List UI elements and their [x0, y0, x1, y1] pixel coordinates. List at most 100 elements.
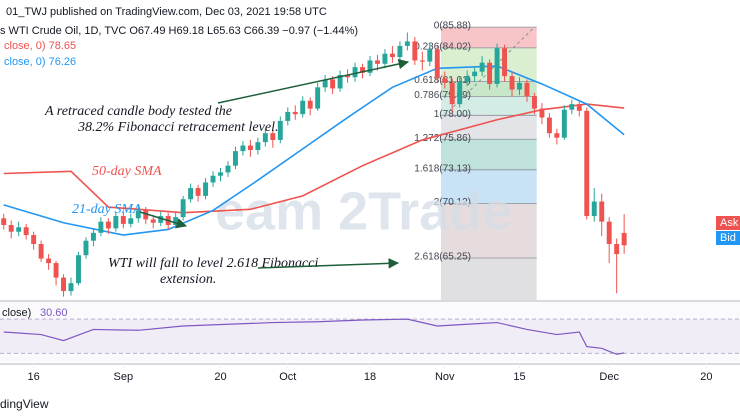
- candle-body: [135, 210, 141, 219]
- candle-body: [247, 145, 253, 150]
- rsi-panel: close) 30.60: [0, 307, 740, 355]
- x-tick-label: Dec: [599, 371, 619, 383]
- candle-body: [621, 232, 627, 246]
- x-tick-label: Oct: [279, 371, 296, 383]
- rsi-title: close): [2, 307, 31, 319]
- fib-label: 2.618(65.25): [414, 252, 471, 263]
- candle-body: [315, 87, 321, 109]
- candle-body: [225, 165, 231, 173]
- candle-body: [76, 255, 81, 284]
- candle-body: [188, 188, 194, 200]
- annotation: 50-day SMA: [92, 164, 162, 179]
- candle-body: [345, 75, 351, 78]
- candle-body: [98, 221, 104, 233]
- candle-body: [442, 78, 448, 83]
- candle-body: [195, 188, 201, 196]
- candle-body: [599, 201, 605, 222]
- candle-body: [143, 210, 149, 220]
- rsi-line: [3, 318, 625, 355]
- candle-body: [494, 48, 500, 84]
- sma-line: [3, 65, 625, 236]
- candle-body: [397, 45, 403, 58]
- annotation: 21-day SMA: [72, 202, 142, 217]
- rsi-value: 30.60: [40, 307, 68, 319]
- candle-body: [38, 244, 44, 259]
- candle-body: [285, 111, 291, 121]
- fib-band: [441, 139, 537, 170]
- fib-band: [441, 96, 537, 116]
- footer: dingView: [0, 397, 49, 411]
- candle-body: [8, 225, 14, 232]
- rsi-background: [0, 302, 740, 362]
- candle-body: [554, 133, 560, 138]
- candle-body: [382, 53, 388, 64]
- candle-body: [83, 240, 89, 256]
- price-panel: [1, 32, 627, 297]
- watermark: eam 2Trade: [215, 181, 512, 241]
- candle-body: [539, 108, 545, 118]
- x-tick-label: 20: [214, 371, 226, 383]
- header-sma50: close, 0) 78.65: [4, 40, 76, 52]
- candle-body: [330, 79, 336, 89]
- candle-body: [524, 82, 530, 97]
- candle-body: [203, 182, 209, 196]
- bid-badge: [716, 231, 740, 245]
- ask-label: Ask: [720, 217, 739, 229]
- candle-body: [427, 49, 433, 62]
- candle-body: [472, 71, 478, 77]
- x-axis: 16 Sep 20 Oct 18 Nov 15 Dec 20: [28, 364, 712, 383]
- candle-body: [352, 67, 358, 78]
- candle-body: [16, 227, 22, 232]
- candle-body: [419, 60, 425, 62]
- candle-body: [614, 244, 620, 255]
- candle-body: [412, 41, 418, 61]
- candle-body: [158, 216, 164, 223]
- candle-body: [502, 48, 508, 77]
- candle-body: [487, 62, 493, 84]
- candle-body: [300, 100, 306, 115]
- candle-body: [591, 201, 597, 217]
- fib-band: [441, 203, 537, 259]
- candle-body: [509, 76, 515, 90]
- arrow: [139, 211, 188, 229]
- candle-body: [464, 76, 470, 82]
- candle-body: [584, 110, 590, 217]
- candle-body: [389, 53, 395, 58]
- candle-body: [606, 221, 612, 245]
- annotation: WTI will fall to level 2.618 Fibonacci: [108, 256, 318, 271]
- candle-body: [240, 145, 246, 152]
- candle-body: [307, 100, 313, 109]
- arrow: [217, 58, 410, 104]
- candle-body: [90, 232, 96, 241]
- fib-band: [441, 169, 537, 204]
- candle-body: [576, 104, 582, 111]
- candle-body: [128, 218, 134, 224]
- fib-band: [441, 115, 537, 140]
- candle-body: [292, 111, 298, 115]
- candle-body: [569, 104, 575, 110]
- header-line: 01_TWJ published on TradingView.com, Dec…: [6, 6, 327, 18]
- candle-body: [46, 258, 52, 264]
- header-line: s WTI Crude Oil, 1D, TVC O67.49 H69.18 L…: [0, 25, 358, 37]
- candle-body: [180, 199, 186, 218]
- candle-body: [270, 133, 276, 140]
- fib-label: 0.786(79.69): [414, 90, 471, 101]
- candle-body: [105, 221, 111, 229]
- fib-band: [441, 27, 537, 48]
- candle-body: [561, 109, 567, 138]
- candle-body: [53, 263, 59, 278]
- fib-label: 0.236(84.02): [414, 42, 471, 53]
- candle-body: [531, 96, 537, 109]
- candle-body: [367, 60, 373, 73]
- x-tick-label: 16: [28, 371, 40, 383]
- candle-body: [337, 75, 343, 89]
- candle-body: [210, 175, 216, 183]
- x-tick-label: 15: [513, 371, 525, 383]
- annotation: extension.: [160, 272, 216, 287]
- annotation: 38.2% Fibonacci retracement level.: [77, 120, 278, 135]
- candle-body: [232, 151, 238, 166]
- x-tick-label: 18: [364, 371, 376, 383]
- candle-body: [31, 235, 37, 245]
- sma-line: [3, 103, 625, 214]
